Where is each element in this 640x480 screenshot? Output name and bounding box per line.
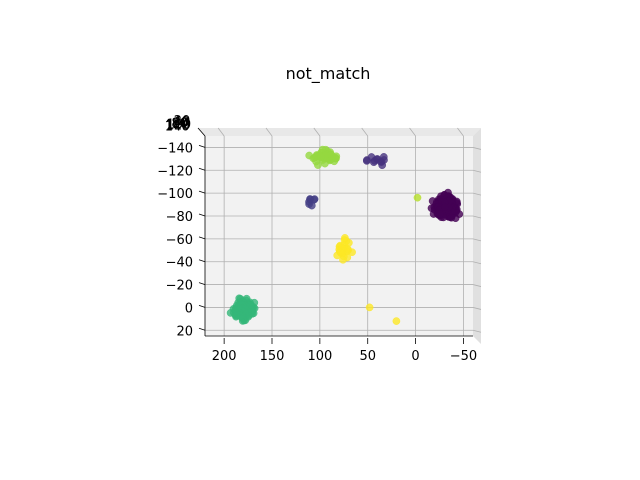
z-tick-label: 80 (171, 117, 188, 132)
y-tick-mark (198, 145, 206, 148)
y-tick-mark (198, 190, 206, 194)
y-tick-label: −60 (166, 233, 193, 248)
scatter-point (392, 317, 401, 325)
scatter-point (345, 238, 353, 247)
y-tick-label: −100 (157, 187, 193, 202)
y-tick-mark (198, 236, 206, 240)
y-tick-mark (198, 305, 206, 308)
x-tick-label: 50 (359, 349, 376, 364)
scatter-point (236, 312, 245, 321)
y-side-gridline (472, 307, 482, 310)
z-tick-label: 20 (174, 114, 191, 129)
top-pane (198, 128, 481, 136)
z-tick-label: 40 (173, 115, 190, 130)
scatter-point (435, 210, 444, 218)
x-top-gridline (409, 127, 416, 137)
y-tick-label: −140 (157, 141, 193, 156)
scatter-point (413, 193, 422, 202)
z-tick-label: 120 (166, 119, 191, 134)
y-tick-mark (198, 282, 206, 285)
y-side-gridline (472, 147, 482, 150)
y-tick-label: 0 (185, 301, 193, 316)
x-tick-label: −50 (450, 349, 477, 364)
scatter-point (370, 156, 379, 165)
z-tick-label: 60 (172, 116, 189, 131)
scatter-point (362, 157, 371, 165)
z-tick-label: 140 (165, 119, 190, 134)
y-tick-label: −80 (166, 210, 193, 225)
z-tick-label: 100 (166, 118, 191, 133)
scatter-point (244, 308, 252, 316)
x-top-gridline (265, 127, 273, 137)
scatter-point (336, 248, 345, 257)
chart-title: not_match (286, 64, 371, 84)
y-tick-mark (198, 259, 206, 263)
scatter-point (312, 157, 320, 166)
x-top-gridline (313, 127, 321, 137)
y-tick-label: −120 (157, 164, 193, 179)
scatter-point (378, 161, 387, 169)
y-side-gridline (472, 329, 482, 333)
scatter-point (341, 234, 349, 242)
y-side-gridline (472, 284, 482, 287)
y-side-gridline (472, 261, 482, 265)
y-side-gridline (472, 238, 482, 242)
z-axis-line (197, 127, 206, 137)
y-tick-mark (198, 167, 206, 171)
y-tick-label: −20 (166, 279, 193, 294)
y-side-gridline (472, 192, 482, 196)
y-tick-label: −40 (166, 256, 193, 271)
grid-layer (205, 127, 482, 336)
scatter-point (441, 203, 449, 212)
y-tick-mark (198, 213, 206, 217)
x-top-gridline (457, 127, 464, 137)
scatter-point (365, 303, 374, 312)
x-top-gridline (361, 127, 369, 137)
x-tick-label: 150 (260, 349, 285, 364)
right-pane (473, 128, 481, 344)
scatter-point (310, 195, 318, 204)
y-tick-label: 20 (176, 324, 193, 339)
x-tick-label: 0 (411, 349, 419, 364)
x-tick-label: 200 (212, 349, 237, 364)
x-tick-label: 100 (307, 349, 332, 364)
y-side-gridline (472, 215, 482, 219)
scatter-point (339, 255, 347, 264)
points-layer (226, 145, 464, 325)
axis-layer: 200 150 100 50 0 −50 −140 −120 −100 −80 −60 −40 −20 0… (157, 114, 477, 364)
scatter-point (327, 150, 335, 159)
y-side-gridline (472, 169, 482, 173)
x-top-gridline (217, 127, 225, 137)
y-tick-mark (198, 327, 206, 331)
